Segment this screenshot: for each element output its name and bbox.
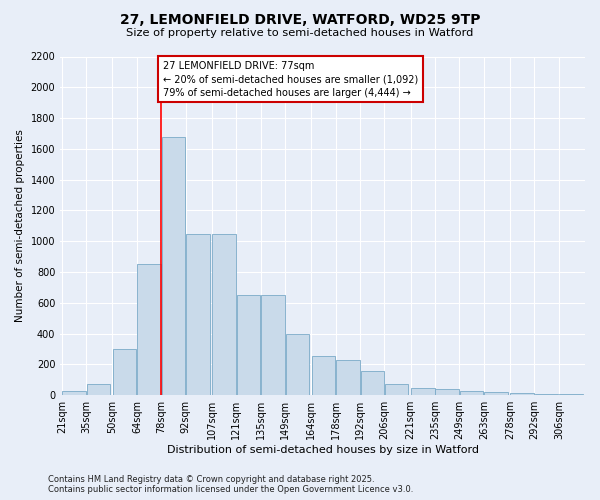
Text: Contains HM Land Registry data © Crown copyright and database right 2025.
Contai: Contains HM Land Registry data © Crown c… [48,474,413,494]
Bar [113,349,136,395]
Bar [511,393,534,395]
Bar [62,390,86,395]
Bar [237,295,260,395]
Bar [261,295,284,395]
Bar [336,360,359,395]
Y-axis label: Number of semi-detached properties: Number of semi-detached properties [15,130,25,322]
Bar [286,334,309,395]
Bar [559,394,583,395]
Bar [361,372,384,395]
Bar [212,234,236,395]
Text: 27 LEMONFIELD DRIVE: 77sqm
← 20% of semi-detached houses are smaller (1,092)
79%: 27 LEMONFIELD DRIVE: 77sqm ← 20% of semi… [163,61,418,98]
Bar [460,390,484,395]
Bar [186,234,209,395]
Bar [535,394,559,395]
Text: 27, LEMONFIELD DRIVE, WATFORD, WD25 9TP: 27, LEMONFIELD DRIVE, WATFORD, WD25 9TP [120,12,480,26]
Bar [385,384,409,395]
X-axis label: Distribution of semi-detached houses by size in Watford: Distribution of semi-detached houses by … [167,445,479,455]
Bar [411,388,434,395]
Bar [436,389,459,395]
Bar [87,384,110,395]
Bar [484,392,508,395]
Bar [311,356,335,395]
Text: Size of property relative to semi-detached houses in Watford: Size of property relative to semi-detach… [127,28,473,38]
Bar [162,136,185,395]
Bar [137,264,161,395]
